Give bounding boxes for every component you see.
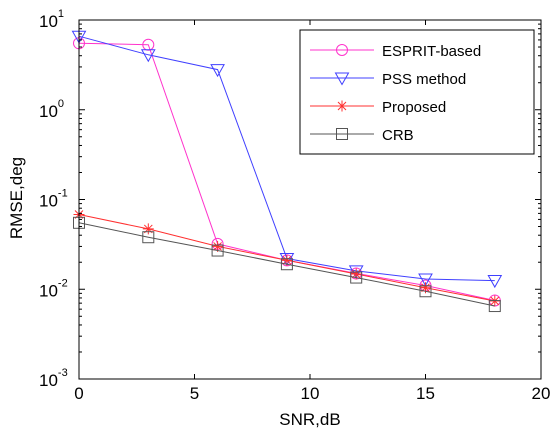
y-tick-label: 10-2 — [39, 277, 68, 300]
x-axis-label: SNR,dB — [279, 410, 340, 429]
data-point — [419, 285, 432, 298]
y-axis-label: RMSE,deg — [7, 157, 26, 239]
data-point — [212, 240, 224, 252]
data-point — [350, 271, 363, 284]
data-point — [210, 64, 225, 78]
y-tick-label: 101 — [39, 8, 64, 31]
x-tick-label: 10 — [301, 384, 320, 403]
data-point — [487, 275, 503, 289]
x-tick-label: 5 — [190, 384, 199, 403]
legend-box — [299, 29, 535, 155]
data-point — [418, 273, 433, 287]
legend: ESPRIT-based PSS method Proposed CRB — [299, 29, 535, 155]
data-point — [280, 258, 293, 271]
legend-entry: PSS method — [310, 71, 466, 88]
data-point — [142, 223, 154, 235]
legend-entry: CRB — [310, 127, 414, 144]
x-tick-label: 0 — [74, 384, 83, 403]
legend-marker — [336, 44, 348, 56]
legend-marker — [336, 128, 348, 140]
legend-label: Proposed — [382, 99, 446, 116]
legend-marker — [334, 72, 350, 86]
data-point — [488, 300, 501, 313]
series-line — [78, 222, 495, 307]
legend-label: ESPRIT-based — [382, 43, 481, 60]
data-point — [140, 49, 156, 63]
y-tick-label: 10-1 — [39, 188, 68, 211]
y-tick-label: 100 — [39, 98, 64, 121]
data-point — [281, 254, 293, 266]
legend-label: CRB — [382, 127, 414, 144]
data-point — [420, 282, 431, 294]
legend-marker — [336, 100, 348, 112]
legend-entry: ESPRIT-based — [310, 43, 481, 60]
data-point — [211, 244, 224, 257]
axes: 0 5 10 15 20 101 100 10-1 10-2 10-3 — [39, 8, 550, 403]
x-tick-label: 20 — [532, 384, 550, 403]
legend-entry: Proposed — [310, 99, 446, 116]
legend-label: PSS method — [382, 71, 466, 88]
y-tick-label: 10-3 — [39, 367, 68, 390]
data-point — [142, 231, 155, 244]
data-point — [350, 268, 362, 280]
x-tick-label: 15 — [416, 384, 435, 403]
